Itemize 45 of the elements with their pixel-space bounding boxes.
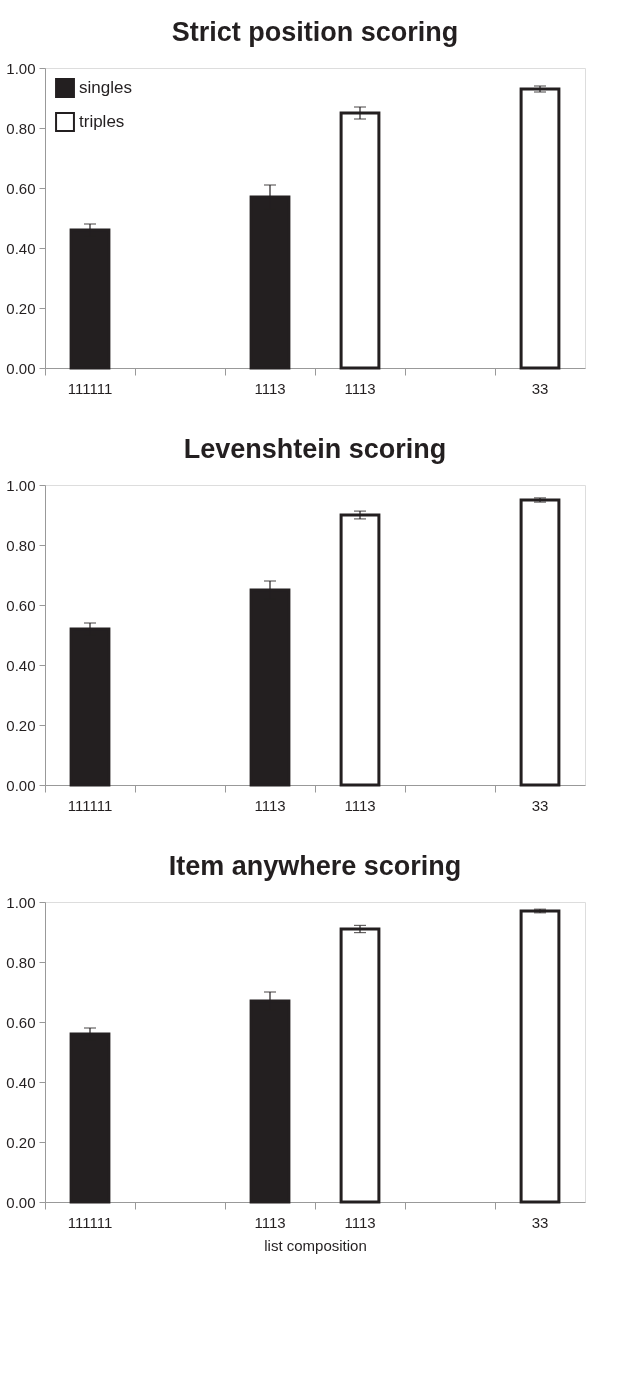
y-tick-label: 0.20 — [6, 1133, 36, 1151]
y-tick-label: 0.60 — [6, 596, 36, 614]
y-tick-label: 0.20 — [6, 716, 36, 734]
y-tick-label: 1.00 — [6, 476, 36, 494]
x-tick-label: 1113 — [344, 379, 376, 397]
bar — [69, 1032, 111, 1204]
x-tick-label: 33 — [531, 1213, 549, 1231]
y-tick-label: 0.40 — [6, 1073, 36, 1091]
y-tick-label: 0.40 — [6, 239, 36, 257]
y-tick-label: 0.60 — [6, 1013, 36, 1031]
y-tick-label: 0.20 — [6, 299, 36, 317]
bar — [69, 627, 111, 787]
y-tick-label: 1.00 — [6, 59, 36, 77]
chart-title: Item anywhere scoring — [168, 851, 462, 881]
x-tick-label: 111111 — [67, 1213, 113, 1231]
bar — [519, 909, 561, 1204]
y-tick-label: 0.00 — [6, 1193, 36, 1211]
x-tick-label: 111111 — [67, 796, 113, 814]
x-axis-title: list composition — [264, 1236, 367, 1254]
y-tick-label: 1.00 — [6, 893, 36, 911]
y-tick-label: 0.60 — [6, 179, 36, 197]
x-tick-label: 1113 — [254, 379, 286, 397]
bar — [339, 513, 381, 787]
bar — [519, 87, 561, 370]
legend-label: singles — [79, 78, 132, 97]
x-tick-label: 1113 — [254, 796, 286, 814]
x-tick-label: 33 — [531, 796, 549, 814]
chart-title: Strict position scoring — [171, 17, 459, 47]
bar — [339, 927, 381, 1204]
x-tick-label: 1113 — [344, 1213, 376, 1231]
bar — [69, 228, 111, 370]
y-tick-label: 0.80 — [6, 536, 36, 554]
y-tick-label: 0.00 — [6, 359, 36, 377]
x-tick-label: 111111 — [67, 379, 113, 397]
y-tick-label: 0.80 — [6, 119, 36, 137]
x-tick-label: 33 — [531, 379, 549, 397]
bar — [339, 111, 381, 370]
y-tick-label: 0.40 — [6, 656, 36, 674]
legend-label: triples — [79, 112, 125, 131]
y-tick-label: 0.80 — [6, 953, 36, 971]
x-tick-label: 1113 — [344, 796, 376, 814]
chart-title: Levenshtein scoring — [183, 434, 447, 464]
y-tick-label: 0.00 — [6, 776, 36, 794]
x-tick-label: 1113 — [254, 1213, 286, 1231]
bar — [519, 498, 561, 787]
